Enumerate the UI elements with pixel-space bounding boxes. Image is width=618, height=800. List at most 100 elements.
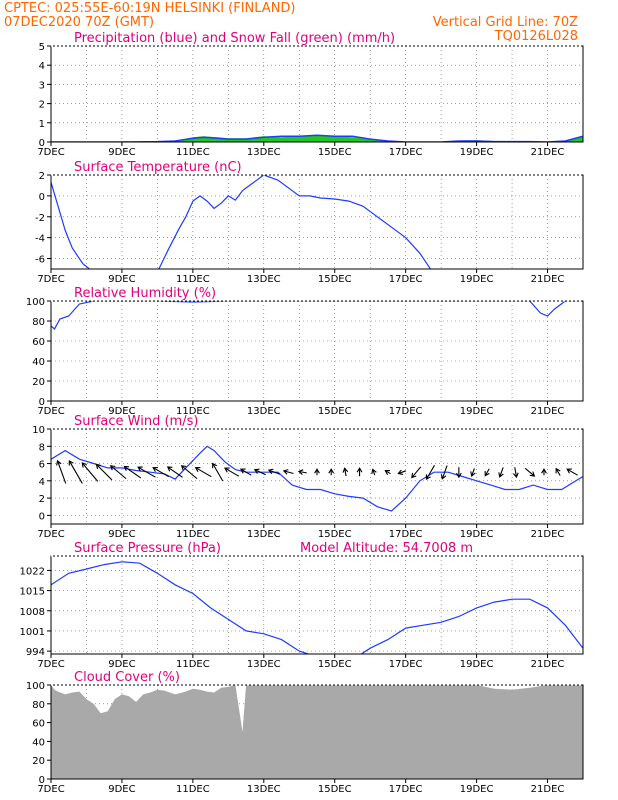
- rh-frame: [50, 300, 584, 402]
- cloud-title: Cloud Cover (%): [74, 670, 180, 685]
- wind-arrow: [224, 467, 240, 477]
- pressure-xtick-label: 15DEC: [318, 659, 352, 670]
- rh-xtick-label: 13DEC: [247, 406, 281, 417]
- pressure-xtick-label: 9DEC: [108, 659, 135, 670]
- wind-arrow: [471, 468, 475, 477]
- wind-ytick-label: 10: [32, 425, 45, 436]
- wind-xtick-label: 9DEC: [108, 529, 135, 540]
- cloud-ytick-label: 60: [32, 719, 45, 730]
- wind-ytick-label: 2: [39, 494, 45, 505]
- rh-panel: 0 20 40 60 80 100 7DEC 9DEC 11DEC 13DEC 15DEC 17DEC…: [26, 286, 584, 417]
- temp-xtick-label: 17DEC: [389, 274, 423, 285]
- temp-title: Surface Temperature (nC): [74, 160, 242, 175]
- wind-arrow-head: [253, 468, 260, 474]
- wind-arrow: [398, 470, 407, 475]
- cloud-ytick-label: 100: [26, 681, 45, 692]
- wind-arrow-head: [455, 472, 462, 479]
- cloud-xtick-label: 19DEC: [460, 784, 494, 795]
- wind-arrow: [411, 466, 422, 478]
- wind-arrow: [68, 460, 83, 484]
- rh-ytick-label: 40: [32, 357, 45, 368]
- temp-xtick-label: 15DEC: [318, 274, 352, 285]
- wind-arrow-head: [166, 466, 173, 472]
- wind-ytick-label: 8: [39, 442, 45, 453]
- wind-arrow-head: [267, 468, 274, 475]
- precip-frame: [50, 45, 584, 143]
- wind-arrow-head: [56, 459, 62, 466]
- pressure-xtick-label: 7DEC: [37, 659, 64, 670]
- wind-line: [51, 445, 583, 512]
- rh-xtick-label: 7DEC: [37, 406, 64, 417]
- rh-ytick-label: 0: [39, 397, 45, 408]
- precip-ytick-label: 4: [39, 61, 45, 72]
- wind-arrow-head: [371, 468, 377, 475]
- precip-title: Precipitation (blue) and Snow Fall (gree…: [74, 31, 395, 46]
- wind-arrow: [96, 464, 113, 481]
- temp-ytick-label: -2: [35, 213, 45, 224]
- wind-arrow-head: [239, 468, 246, 474]
- wind-xtick-label: 19DEC: [460, 529, 494, 540]
- cloud-xtick-label: 11DEC: [176, 784, 210, 795]
- wind-arrow-head: [95, 463, 102, 470]
- precip-ytick-label: 0: [39, 138, 45, 149]
- wind-xtick-label: 17DEC: [389, 529, 423, 540]
- precip-ytick-label: 2: [39, 100, 45, 111]
- wind-arrow-head: [137, 466, 143, 472]
- wind-arrow: [137, 466, 156, 478]
- wind-arrow-head: [68, 459, 74, 466]
- pressure-ytick-label: 1015: [20, 587, 45, 598]
- wind-xtick-label: 15DEC: [318, 529, 352, 540]
- precip-xtick-label: 21DEC: [531, 147, 565, 158]
- pressure-panel: 994 1001 1008 1015 1022 7DEC 9DEC 11DEC 13DEC 15D…: [20, 541, 584, 670]
- temp-panel: -6 -4 -2 0 2 7DEC 9DEC 11DEC 13DEC 15DEC 17DEC 19DE…: [35, 160, 584, 285]
- cloud-area: [51, 685, 583, 779]
- wind-arrow-head: [297, 469, 304, 475]
- wind-arrow: [152, 467, 170, 478]
- wind-frame: [50, 428, 584, 525]
- rh-line: [51, 301, 583, 330]
- rh-xtick-label: 9DEC: [108, 406, 135, 417]
- precip-xtick-label: 11DEC: [176, 147, 210, 158]
- precip-xtick-label: 17DEC: [389, 147, 423, 158]
- temp-xtick-label: 19DEC: [460, 274, 494, 285]
- wind-arrow: [240, 468, 252, 476]
- pressure-ytick-label: 1001: [20, 627, 45, 638]
- temp-xtick-label: 9DEC: [108, 274, 135, 285]
- rh-title: Relative Humidity (%): [74, 286, 216, 301]
- rh-xtick-label: 11DEC: [176, 406, 210, 417]
- wind-arrow-head: [109, 465, 116, 471]
- wind-arrow-head: [555, 467, 561, 474]
- pressure-xtick-label: 21DEC: [531, 659, 565, 670]
- wind-arrow-head: [440, 474, 447, 480]
- wind-arrow: [298, 470, 307, 474]
- wind-arrow-head: [224, 467, 230, 473]
- rh-xtick-label: 19DEC: [460, 406, 494, 417]
- wind-ytick-label: 0: [39, 511, 45, 522]
- wind-arrow-head: [529, 471, 536, 477]
- temp-ytick-label: 0: [39, 192, 45, 203]
- wind-arrow-head: [566, 468, 572, 474]
- wind-arrow-head: [152, 467, 158, 473]
- pressure-line: [51, 561, 583, 654]
- precip-ytick-label: 3: [39, 80, 45, 91]
- wind-arrow-head: [212, 462, 218, 469]
- rh-ytick-label: 100: [26, 297, 45, 308]
- wind-arrow-head: [541, 468, 547, 474]
- wind-arrow-head: [397, 469, 404, 475]
- grid-note-label: Vertical Grid Line: 70Z: [433, 15, 578, 30]
- cloud-xtick-label: 7DEC: [37, 784, 64, 795]
- rh-xtick-label: 21DEC: [531, 406, 565, 417]
- wind-arrow: [441, 465, 448, 479]
- wind-title: Surface Wind (m/s): [74, 414, 198, 429]
- temp-frame: [50, 174, 584, 270]
- cloud-xtick-label: 9DEC: [108, 784, 135, 795]
- wind-arrow-head: [498, 472, 504, 478]
- wind-arrow-head: [81, 462, 87, 468]
- pressure-xtick-label: 11DEC: [176, 659, 210, 670]
- temp-xtick-label: 13DEC: [247, 274, 281, 285]
- precip-xtick-label: 7DEC: [37, 147, 64, 158]
- wind-arrow: [499, 467, 504, 478]
- temp-ytick-label: -4: [35, 234, 45, 245]
- wind-xtick-label: 7DEC: [37, 529, 64, 540]
- precip-xtick-label: 19DEC: [460, 147, 494, 158]
